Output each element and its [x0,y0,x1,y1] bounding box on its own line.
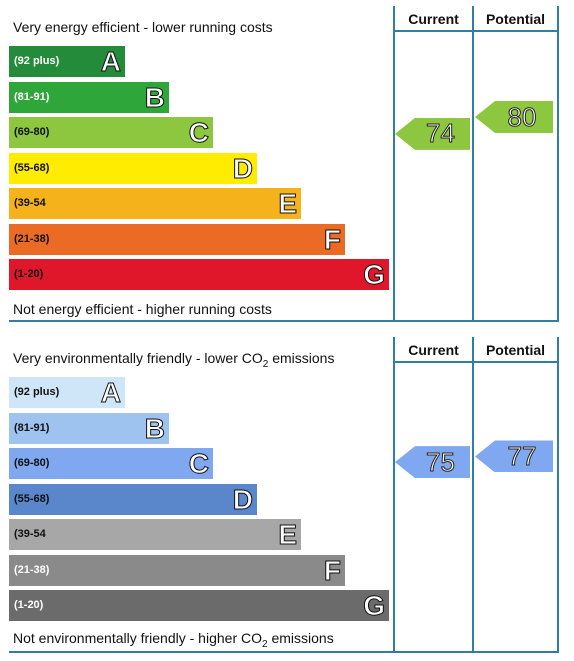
top-caption: Very energy efficient - lower running co… [13,19,273,35]
current-rating-value: 74 [426,118,456,149]
rating-band-f: (21-38) F [9,554,345,586]
band-letter: C [188,117,209,149]
rating-band-b: (81-91) B [9,81,169,113]
current-column-header: Current [408,342,459,358]
band-range-label: (81-91) [14,421,50,434]
rating-band-g: (1-20) G [9,590,389,622]
band-letter: B [144,81,165,113]
rating-band-a: (92 plus) A [9,377,125,409]
band-range-label: (21-38) [14,232,50,245]
band-range-label: (69-80) [14,126,50,138]
rating-band-d: (55-68) D [9,152,257,184]
band-letter: D [232,483,253,515]
band-range-label: (55-68) [14,492,50,505]
rating-band-c: (69-80) C [9,448,213,480]
current-column-header: Current [408,11,459,27]
environmental-impact-chart: Current Potential Very environmentally f… [9,337,559,653]
band-range-label: (1-20) [14,599,44,611]
band-letter: F [323,223,341,255]
bottom-caption: Not environmentally friendly - higher CO… [13,630,334,650]
band-range-label: (21-38) [14,563,50,576]
potential-rating-value: 77 [507,440,537,471]
band-letter: E [278,519,298,551]
energy-efficiency-chart: Current Potential Very energy efficient … [9,6,559,322]
band-range-label: (1-20) [14,268,44,280]
band-letter: G [363,259,386,291]
potential-column-header: Potential [485,342,546,358]
rating-band-c: (69-80) C [9,117,213,149]
band-letter: A [100,46,121,78]
band-range-label: (92 plus) [14,386,60,398]
top-caption: Very environmentally friendly - lower CO… [13,350,335,370]
band-letter: E [278,188,298,220]
rating-band-a: (92 plus) A [9,46,125,78]
rating-band-d: (55-68) D [9,483,257,515]
bottom-caption: Not energy efficient - higher running co… [13,301,272,317]
current-rating-value: 75 [426,446,456,477]
potential-rating-value: 80 [507,101,537,132]
rating-band-e: (39-54 E [9,519,301,551]
band-range-label: (55-68) [14,161,50,174]
band-letter: F [323,554,341,586]
rating-band-e: (39-54 E [9,188,301,220]
rating-band-f: (21-38) F [9,223,345,255]
band-range-label: (81-91) [14,90,50,103]
band-range-label: (92 plus) [14,55,60,67]
band-letter: G [363,590,386,622]
band-range-label: (39-54 [14,528,46,540]
band-range-label: (39-54 [14,197,46,209]
rating-band-b: (81-91) B [9,412,169,444]
band-letter: A [100,377,121,409]
band-letter: D [232,152,253,184]
band-range-label: (69-80) [14,457,50,469]
band-letter: B [144,412,165,444]
band-letter: C [188,448,209,480]
potential-column-header: Potential [485,11,546,27]
rating-band-g: (1-20) G [9,259,389,291]
